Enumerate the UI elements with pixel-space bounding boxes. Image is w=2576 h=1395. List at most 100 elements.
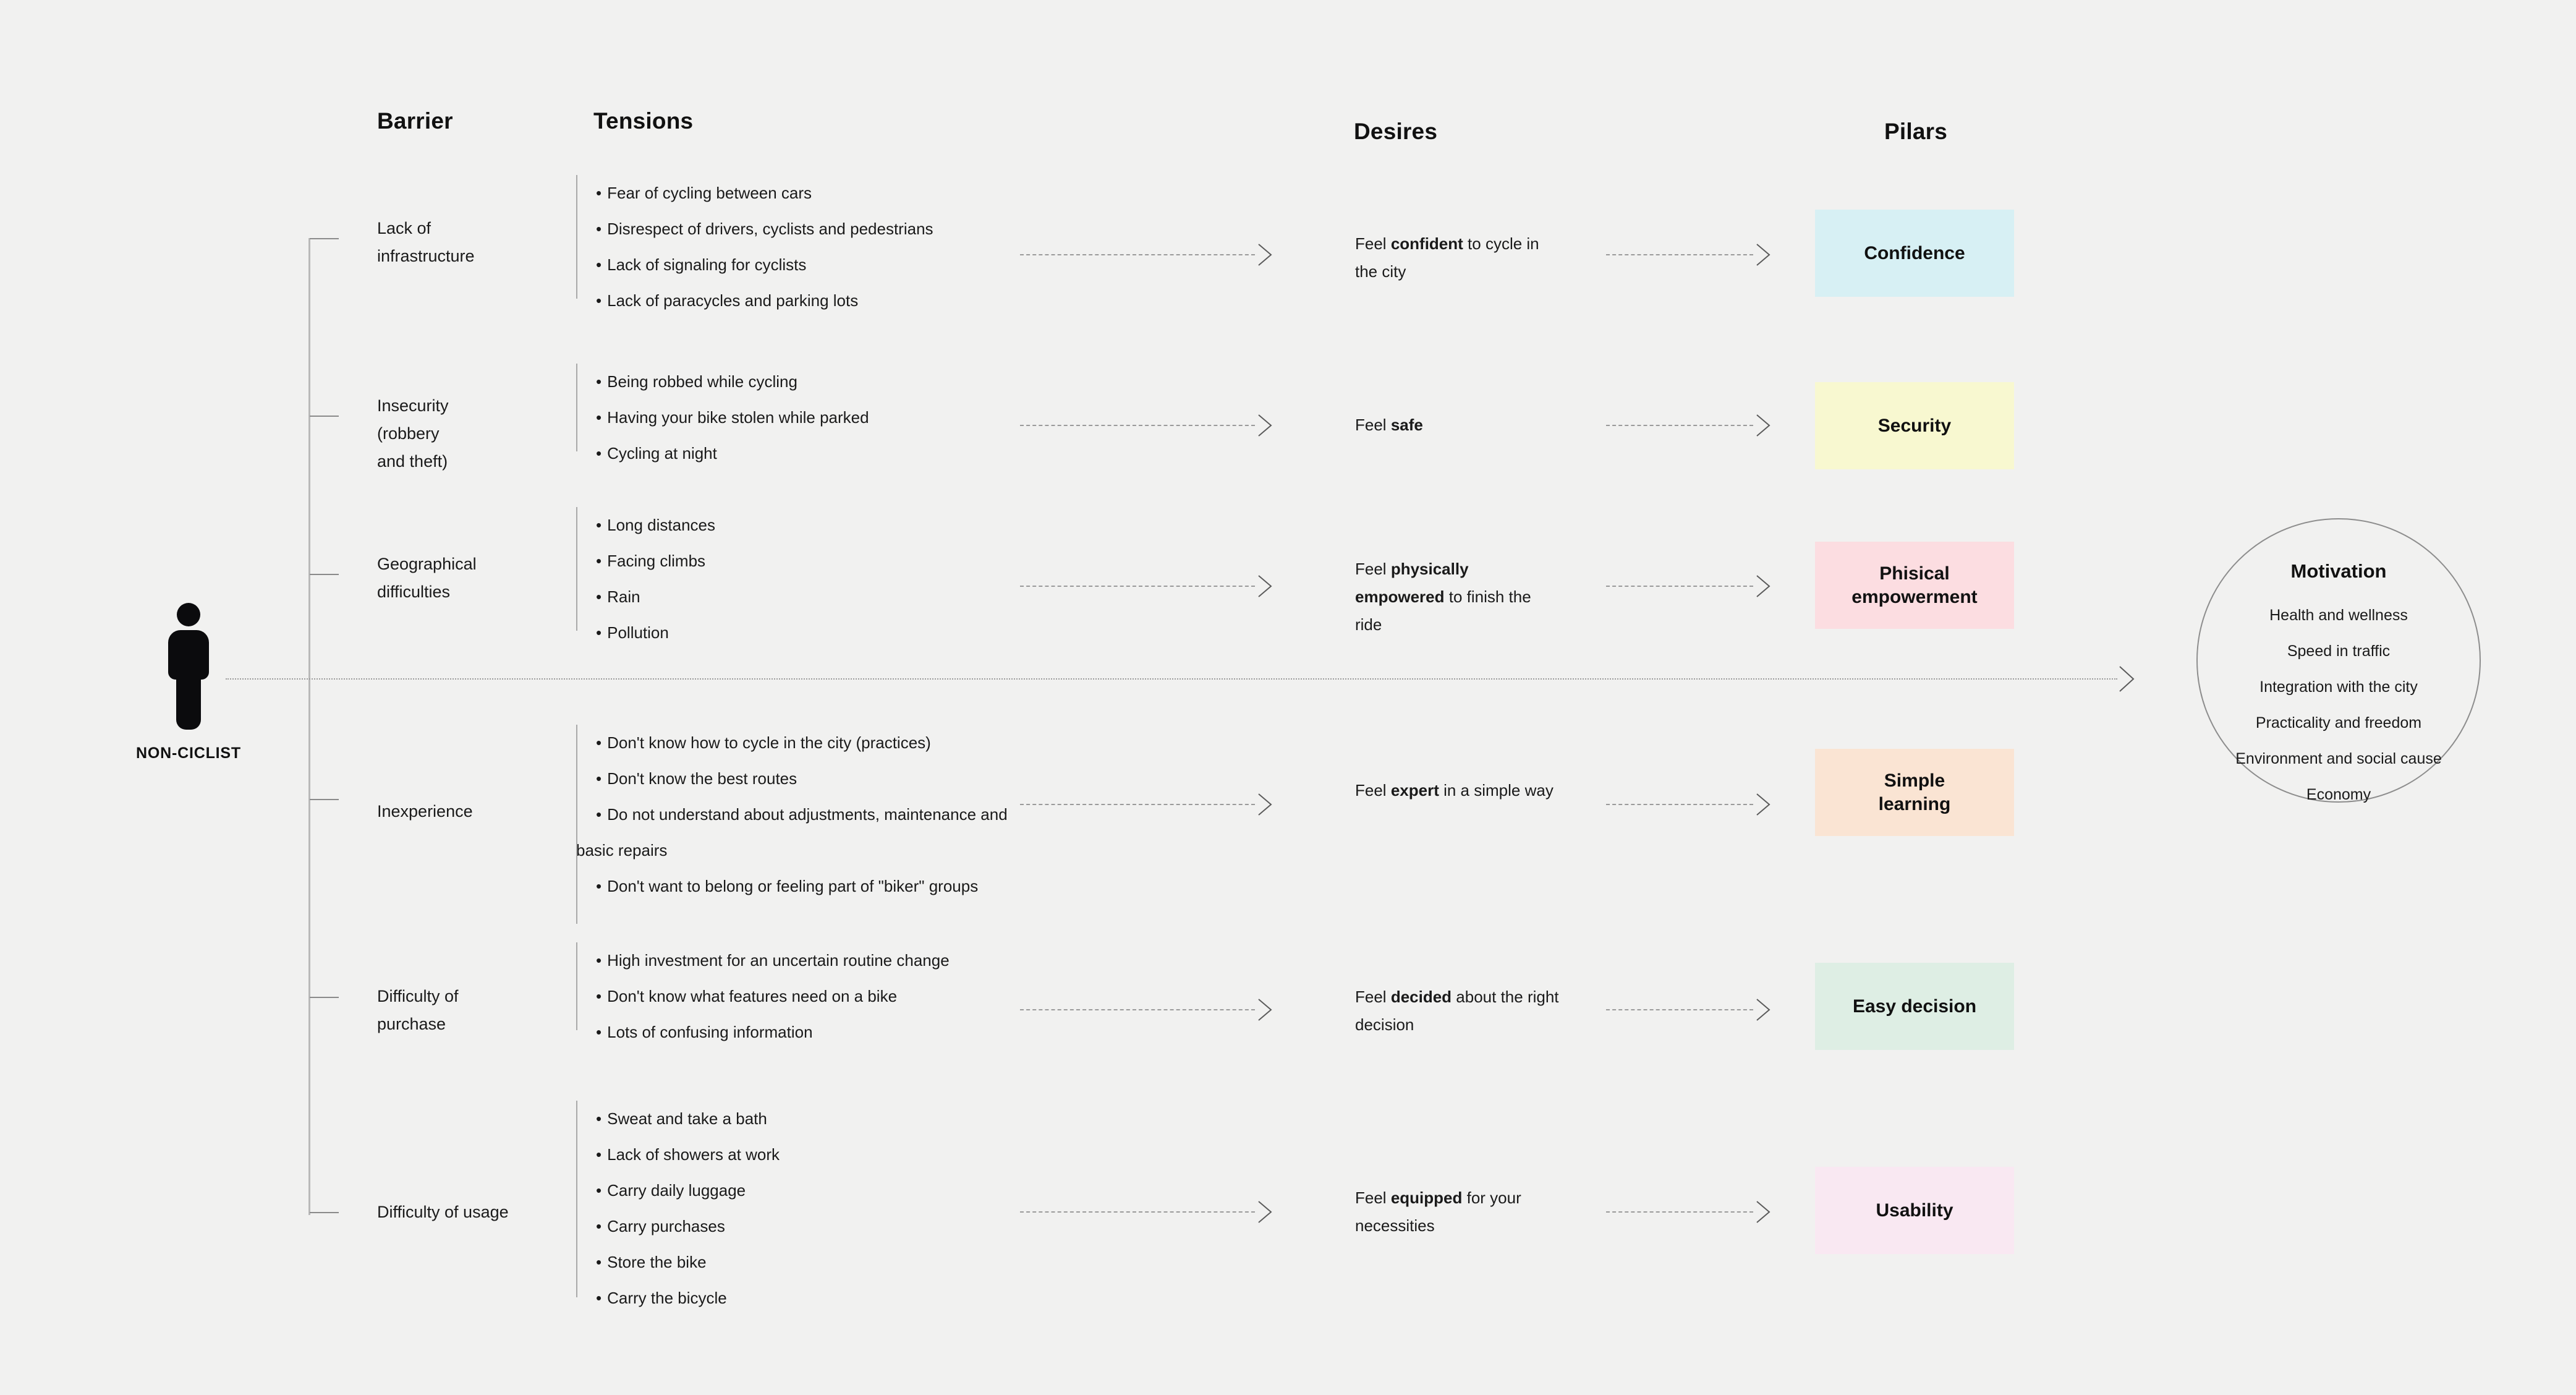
desire-suffix: in a simple way [1439, 781, 1554, 800]
tension-item: Pollution [576, 615, 715, 651]
tension-item: Cycling at night [576, 435, 869, 471]
connector-arrow-icon [1258, 575, 1272, 597]
desire-keyword: decided [1390, 988, 1452, 1006]
pilar-label: Phisical empowerment [1851, 563, 1978, 607]
barrier-label: Difficulty of usage [377, 1203, 509, 1221]
pilar-box[interactable]: Confidence [1815, 210, 2014, 297]
barrier-bracket-tick [310, 416, 339, 417]
tension-item: Being robbed while cycling [576, 364, 869, 399]
desire-suffix: to cycle in the city [1355, 234, 1539, 281]
desire-suffix: to finish the ride [1355, 587, 1531, 634]
pilar-box[interactable]: Simple learning [1815, 749, 2014, 836]
connector-arrow-icon [1258, 414, 1272, 437]
tension-item: Fear of cycling between cars [576, 175, 933, 211]
pilar-label: Easy decision [1852, 996, 1977, 1017]
desire-to-pilar-connector [1606, 586, 1753, 588]
pilar-label: Simple learning [1878, 770, 1951, 814]
tension-to-desire-connector [1020, 586, 1255, 588]
tension-to-desire-connector [1020, 425, 1255, 427]
barrier-label: Lack of infrastructure [377, 219, 475, 265]
tension-divider [576, 364, 577, 451]
pilar-box[interactable]: Phisical empowerment [1815, 542, 2014, 629]
persona: NON-CICLIST [111, 603, 266, 762]
tension-list: Long distances Facing climbs Rain Pollut… [576, 507, 715, 651]
tension-item: Long distances [576, 507, 715, 543]
motivation-item: Practicality and freedom [2255, 714, 2422, 732]
tension-block: Long distances Facing climbs Rain Pollut… [576, 507, 715, 651]
pilar-label: Confidence [1864, 242, 1965, 263]
tension-divider [576, 507, 577, 631]
tension-list: Don't know how to cycle in the city (pra… [576, 725, 1008, 904]
desire-prefix: Feel [1355, 560, 1391, 578]
tension-divider [576, 725, 577, 924]
connector-arrow-icon [1756, 244, 1770, 266]
tension-item: Carry the bicycle [576, 1280, 780, 1316]
connector-arrow-icon [1756, 575, 1770, 597]
tension-divider [576, 175, 577, 299]
desire-prefix: Feel [1355, 988, 1391, 1006]
barrier-bracket-tick [310, 238, 339, 239]
tension-list: Sweat and take a bath Lack of showers at… [576, 1101, 780, 1316]
desire-keyword: physically empowered [1355, 560, 1469, 606]
tension-list: Fear of cycling between cars Disrespect … [576, 175, 933, 318]
column-header-tensions: Tensions [593, 108, 694, 134]
pilar-box[interactable]: Usability [1815, 1167, 2014, 1254]
tension-to-desire-connector [1020, 1211, 1255, 1214]
desire-to-pilar-connector [1606, 804, 1753, 806]
tension-item: Lots of confusing information [576, 1014, 950, 1050]
tension-item: Don't know what features need on a bike [576, 978, 950, 1014]
connector-arrow-icon [1258, 244, 1272, 266]
motivation-circle: Motivation Health and wellness Speed in … [2196, 518, 2481, 803]
tension-block: Don't know how to cycle in the city (pra… [576, 725, 1008, 924]
tension-item: Rain [576, 579, 715, 615]
desire-to-pilar-connector [1606, 1009, 1753, 1012]
desire-text: Feel decided about the right decision [1355, 983, 1559, 1039]
tension-to-desire-connector [1020, 804, 1255, 806]
tension-list: High investment for an uncertain routine… [576, 942, 950, 1050]
person-legs-icon [176, 668, 201, 730]
motivation-list: Health and wellness Speed in traffic Int… [2198, 597, 2480, 813]
tension-item: Lack of paracycles and parking lots [576, 283, 933, 318]
tension-to-desire-connector [1020, 1009, 1255, 1012]
pilar-box[interactable]: Easy decision [1815, 963, 2014, 1050]
motivation-item: Integration with the city [2259, 678, 2418, 696]
desire-text: Feel expert in a simple way [1355, 777, 1559, 804]
tension-to-desire-connector [1020, 254, 1255, 257]
tension-item: Carry purchases [576, 1208, 780, 1244]
motivation-item: Environment and social cause [2235, 750, 2442, 767]
tension-item: Don't know the best routes [576, 761, 1008, 796]
motivation-item: Economy [2306, 786, 2371, 803]
person-icon [167, 603, 210, 730]
desire-prefix: Feel [1355, 234, 1391, 253]
tension-item: High investment for an uncertain routine… [576, 942, 950, 978]
tension-divider [576, 1101, 577, 1297]
tension-item: Lack of showers at work [576, 1137, 780, 1172]
desire-text: Feel confident to cycle in the city [1355, 230, 1559, 286]
connector-arrow-icon [1258, 999, 1272, 1021]
desire-text: Feel physically empowered to finish the … [1355, 555, 1559, 639]
tension-item: Sweat and take a bath [576, 1101, 780, 1137]
tension-item: Don't know how to cycle in the city (pra… [576, 725, 1008, 761]
column-header-barrier: Barrier [377, 108, 453, 134]
connector-arrow-icon [1756, 1201, 1770, 1223]
barrier-bracket-tick [310, 997, 339, 998]
desire-keyword: expert [1390, 781, 1439, 800]
desire-text: Feel equipped for your necessities [1355, 1184, 1559, 1240]
pilar-box[interactable]: Security [1815, 382, 2014, 469]
barrier-bracket-spine [308, 238, 310, 1215]
desire-suffix: about the right decision [1355, 988, 1559, 1034]
tension-item: Disrespect of drivers, cyclists and pede… [576, 211, 933, 247]
column-header-pilars: Pilars [1884, 119, 1947, 144]
tension-item: Having your bike stolen while parked [576, 399, 869, 435]
tension-item: Carry daily luggage [576, 1172, 780, 1208]
pilar-label: Usability [1876, 1200, 1953, 1221]
motivation-item: Health and wellness [2269, 607, 2408, 624]
barrier-label: Inexperience [377, 802, 473, 821]
connector-arrow-icon [1258, 1201, 1272, 1223]
connector-arrow-icon [1756, 999, 1770, 1021]
connector-arrow-icon [1258, 793, 1272, 816]
pilar-label: Security [1877, 415, 1952, 436]
tension-item: Store the bike [576, 1244, 780, 1280]
desire-keyword: equipped [1390, 1188, 1463, 1207]
persona-label: NON-CICLIST [136, 744, 241, 762]
